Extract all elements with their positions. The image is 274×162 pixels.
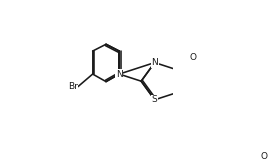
- Text: Br: Br: [68, 82, 78, 91]
- Text: S: S: [152, 95, 158, 104]
- Text: N: N: [151, 58, 158, 67]
- Text: O: O: [190, 53, 197, 62]
- Text: O: O: [261, 152, 268, 161]
- Text: N: N: [116, 69, 123, 79]
